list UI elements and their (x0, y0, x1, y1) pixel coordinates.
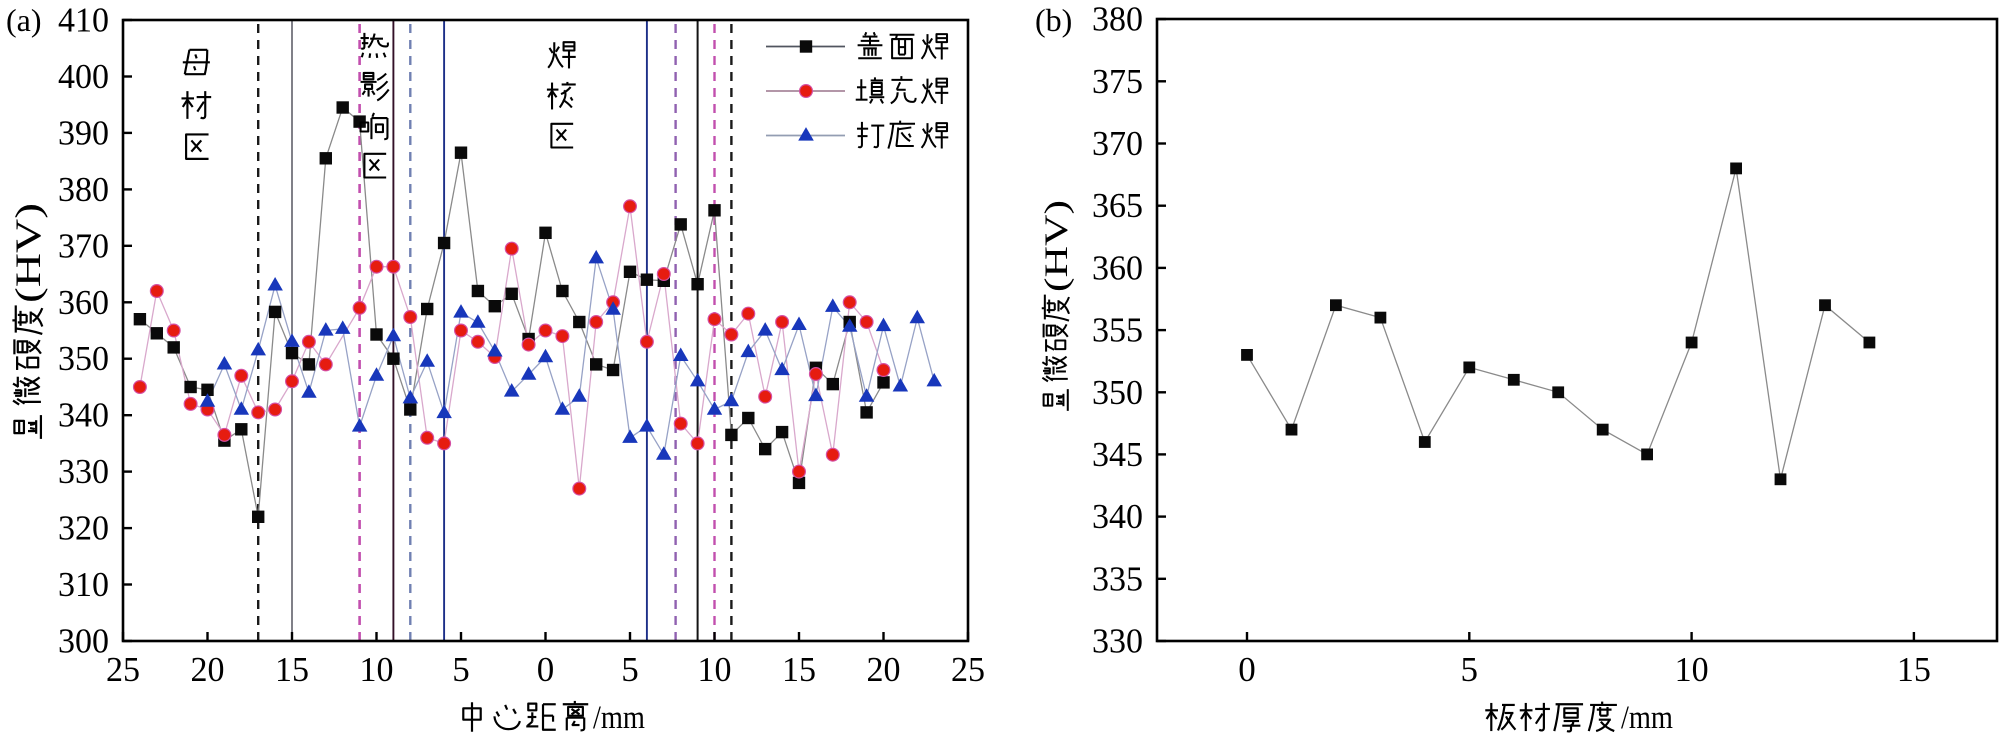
svg-text:320: 320 (58, 509, 109, 548)
svg-text:340: 340 (58, 396, 109, 435)
svg-text:10: 10 (698, 650, 732, 689)
svg-text:15: 15 (275, 650, 309, 689)
svg-text:380: 380 (1092, 0, 1143, 39)
svg-text:350: 350 (58, 339, 109, 378)
svg-text:370: 370 (58, 226, 109, 265)
svg-text:360: 360 (58, 283, 109, 322)
svg-text:25: 25 (106, 650, 140, 689)
svg-text:300: 300 (58, 622, 109, 661)
svg-text:410: 410 (58, 1, 109, 40)
svg-text:345: 345 (1092, 435, 1143, 474)
svg-text:20: 20 (867, 650, 901, 689)
svg-text:5: 5 (1461, 650, 1479, 689)
svg-text:15: 15 (1897, 650, 1931, 689)
svg-text:355: 355 (1092, 311, 1143, 350)
svg-text:375: 375 (1092, 62, 1143, 101)
svg-text:330: 330 (1092, 622, 1143, 661)
svg-text:400: 400 (58, 57, 109, 96)
svg-text:10: 10 (360, 650, 394, 689)
svg-text:310: 310 (58, 565, 109, 604)
svg-text:360: 360 (1092, 248, 1143, 287)
svg-text:330: 330 (58, 452, 109, 491)
svg-text:380: 380 (58, 170, 109, 209)
svg-text:390: 390 (58, 113, 109, 152)
svg-text:0: 0 (1238, 650, 1256, 689)
svg-text:25: 25 (951, 650, 985, 689)
svg-text:5: 5 (452, 650, 470, 689)
svg-text:/mm: /mm (593, 700, 645, 736)
svg-text:(a): (a) (6, 2, 42, 38)
svg-text:350: 350 (1092, 373, 1143, 412)
svg-text:335: 335 (1092, 559, 1143, 598)
svg-text:365: 365 (1092, 186, 1143, 225)
svg-text:340: 340 (1092, 497, 1143, 536)
svg-text:(HV): (HV) (8, 203, 48, 303)
svg-text:(b): (b) (1035, 2, 1072, 38)
svg-text:5: 5 (621, 650, 639, 689)
svg-text:/mm: /mm (1621, 700, 1673, 736)
svg-text:0: 0 (537, 650, 555, 689)
svg-text:370: 370 (1092, 124, 1143, 163)
svg-text:20: 20 (191, 650, 225, 689)
svg-text:(HV): (HV) (1039, 200, 1075, 292)
svg-text:10: 10 (1675, 650, 1709, 689)
svg-text:15: 15 (782, 650, 816, 689)
